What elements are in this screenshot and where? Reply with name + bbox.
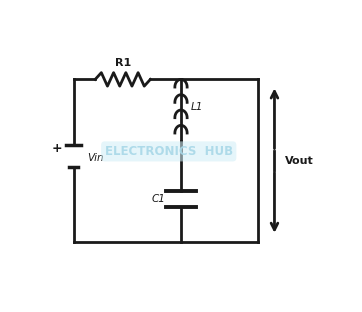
- Text: L1: L1: [191, 102, 203, 112]
- Text: +: +: [51, 142, 62, 155]
- Text: R1: R1: [115, 57, 131, 67]
- Text: ELECTRONICS  HUB: ELECTRONICS HUB: [105, 145, 233, 158]
- Text: C1: C1: [152, 194, 166, 204]
- Text: Vout: Vout: [285, 156, 314, 166]
- Text: Vin: Vin: [88, 153, 104, 163]
